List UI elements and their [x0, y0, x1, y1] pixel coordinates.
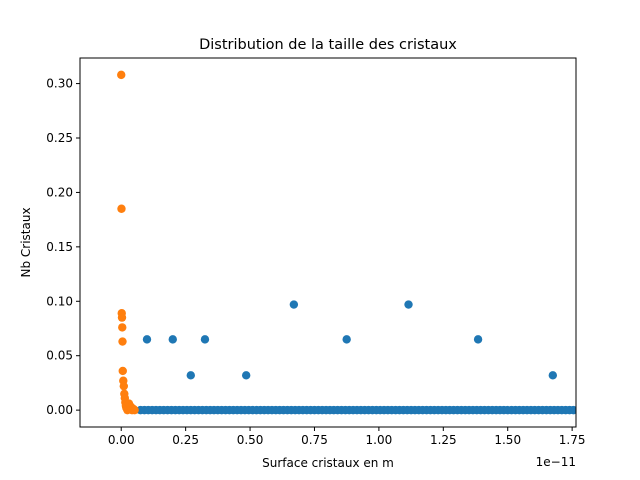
- y-axis-label: Nb Cristaux: [19, 207, 33, 277]
- x-axis-label: Surface cristaux en m: [262, 456, 394, 470]
- series-1-point: [342, 335, 351, 344]
- series-1-point: [548, 371, 558, 380]
- y-tick-label: 0.15: [46, 240, 73, 254]
- series-1-point: [186, 371, 195, 380]
- y-tick-label: 0.10: [46, 294, 73, 308]
- series-2-point: [117, 204, 126, 213]
- series-1-point: [569, 405, 576, 415]
- y-tick-label: 0.20: [46, 185, 73, 199]
- x-axis-offset-label: 1e−11: [536, 455, 576, 469]
- series-1-point: [473, 335, 483, 344]
- series-2-point: [118, 323, 127, 332]
- series-2-point: [117, 313, 127, 322]
- x-tick-label: 0.00: [108, 433, 135, 447]
- series-2-point: [130, 405, 139, 415]
- series-1-point: [200, 335, 210, 344]
- series-1-point: [168, 335, 177, 344]
- x-tick-label: 0.50: [237, 433, 264, 447]
- series-1-point: [289, 300, 299, 309]
- y-tick-label: 0.05: [46, 349, 73, 363]
- series-1-point: [241, 371, 251, 380]
- series-2-point: [118, 337, 127, 346]
- y-tick-label: 0.25: [46, 131, 73, 145]
- axes-frame: [79, 57, 577, 428]
- x-tick-label: 0.75: [301, 433, 328, 447]
- y-tick-label: 0.00: [46, 403, 73, 417]
- series-2-point: [117, 70, 126, 80]
- x-tick-label: 1.25: [430, 433, 457, 447]
- series-1-point: [142, 335, 152, 344]
- x-tick-label: 1.00: [366, 433, 393, 447]
- series-2-point: [118, 366, 127, 376]
- x-tick-label: 1.75: [559, 433, 586, 447]
- series-1-point: [404, 300, 413, 309]
- x-tick-label: 1.50: [494, 433, 521, 447]
- chart-title: Distribution de la taille des cristaux: [199, 37, 457, 53]
- series-2-point: [119, 381, 128, 391]
- y-tick-label: 0.30: [46, 77, 73, 91]
- x-tick-label: 0.25: [172, 433, 199, 447]
